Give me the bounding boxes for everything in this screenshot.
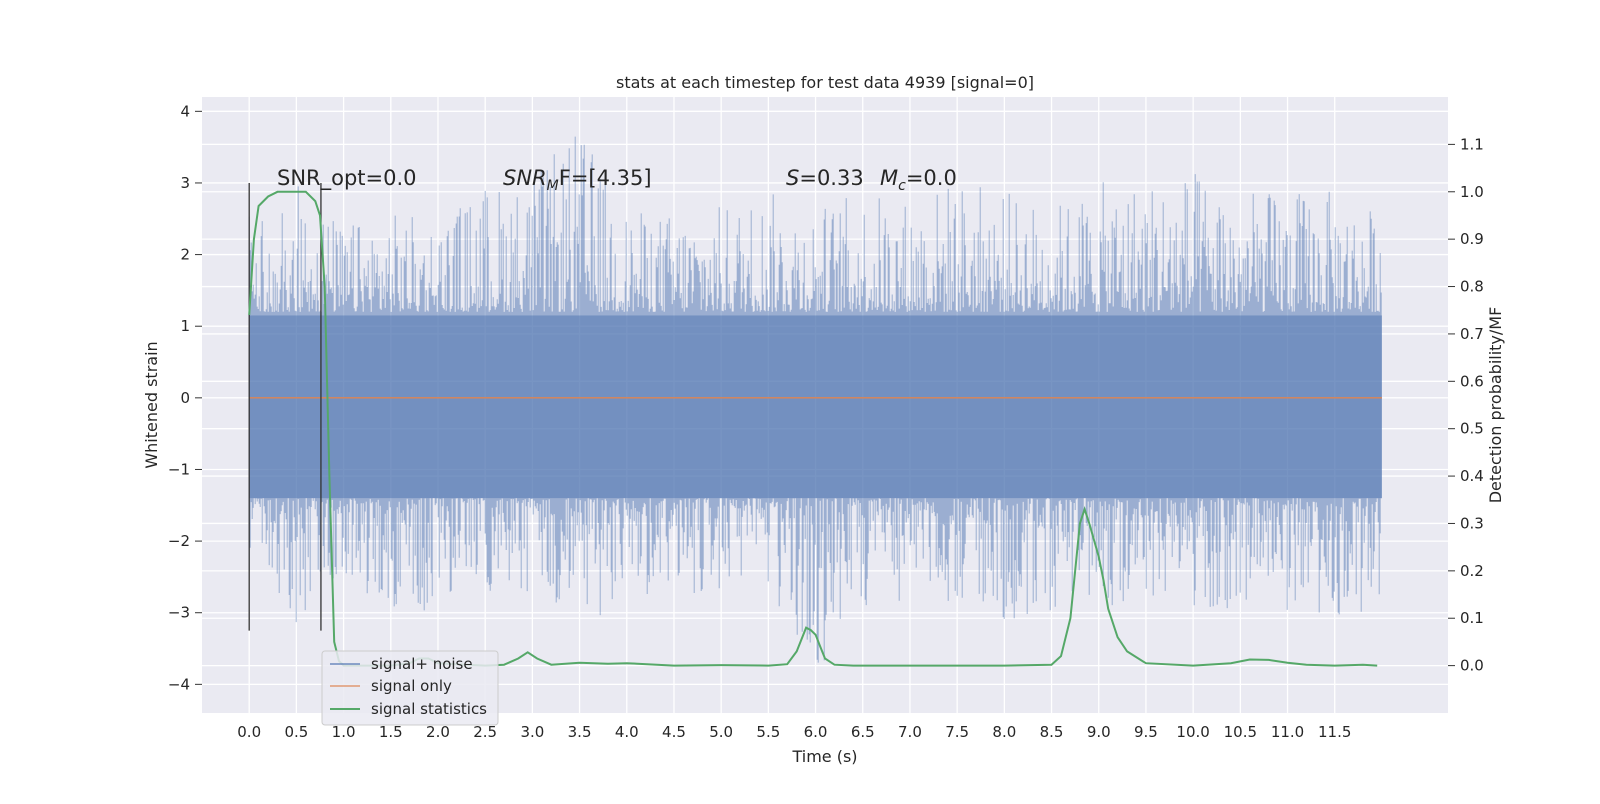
s-value: =0.33 — [799, 166, 863, 190]
y2-tick-label: 0.3 — [1460, 514, 1484, 532]
legend-label-stats: signal statistics — [371, 700, 487, 718]
x-tick-label: 7.5 — [945, 723, 969, 741]
x-tick-label: 0.0 — [237, 723, 261, 741]
x-tick-label: 1.5 — [379, 723, 403, 741]
x-tick-label: 11.0 — [1271, 723, 1304, 741]
snr-mf-subscript: M — [547, 178, 559, 194]
x-tick-label: 9.5 — [1134, 723, 1158, 741]
chart-legend: signal+ noise signal only signal statist… — [321, 650, 499, 726]
y-axis-ticks: −4 −3 −2 −1 0 1 2 3 4 — [168, 102, 202, 693]
x-tick-label: 8.5 — [1040, 723, 1064, 741]
y-tick-label: −4 — [168, 675, 190, 693]
x-tick-label: 6.0 — [804, 723, 828, 741]
y2-tick-label: 1.0 — [1460, 183, 1484, 201]
legend-label-signal: signal only — [371, 677, 452, 695]
snr-opt-annotation: SNR_opt=0.0 — [277, 166, 417, 191]
mc-annotation: Mc=0.0 — [880, 166, 957, 194]
snr-mf-annotation: SNRMF=[4.35] — [503, 166, 652, 194]
chart-title: stats at each timestep for test data 493… — [616, 73, 1034, 92]
y2-axis-ticks: 0.0 0.1 0.2 0.3 0.4 0.5 0.6 0.7 0.8 0.9 1.0 1.1 — [1448, 135, 1484, 675]
x-tick-label: 2.5 — [473, 723, 497, 741]
y2-tick-label: 0.1 — [1460, 609, 1484, 627]
x-tick-label: 10.5 — [1224, 723, 1257, 741]
y-tick-label: −2 — [168, 532, 190, 550]
x-axis-label: Time (s) — [791, 747, 857, 766]
x-tick-label: 6.5 — [851, 723, 875, 741]
y2-tick-label: 0.8 — [1460, 278, 1484, 296]
y-tick-label: 4 — [180, 102, 190, 120]
snr-mf-prefix: SNR — [503, 166, 547, 190]
x-tick-label: 3.5 — [568, 723, 592, 741]
s-annotation: S=0.33 — [786, 166, 864, 190]
x-tick-label: 4.0 — [615, 723, 639, 741]
x-tick-label: 5.0 — [709, 723, 733, 741]
y-tick-label: 3 — [180, 174, 190, 192]
x-tick-label: 1.0 — [332, 723, 356, 741]
legend-label-noise: signal+ noise — [371, 655, 473, 673]
x-tick-label: 9.0 — [1087, 723, 1111, 741]
y-tick-label: −3 — [168, 604, 190, 622]
y-tick-label: 2 — [180, 246, 190, 264]
y2-tick-label: 0.9 — [1460, 230, 1484, 248]
mc-value: =0.0 — [906, 166, 957, 190]
y2-tick-label: 0.5 — [1460, 420, 1484, 438]
stats-line — [248, 190, 1378, 667]
x-tick-label: 0.5 — [284, 723, 308, 741]
x-tick-label: 7.0 — [898, 723, 922, 741]
mc-subscript: c — [898, 178, 906, 194]
y-tick-label: −1 — [168, 460, 190, 478]
mc-symbol: M — [880, 166, 898, 190]
y-tick-label: 1 — [180, 317, 190, 335]
x-tick-label: 4.5 — [662, 723, 686, 741]
x-tick-label: 10.0 — [1176, 723, 1209, 741]
marker-lines — [248, 182, 322, 631]
x-tick-label: 8.0 — [992, 723, 1016, 741]
y-tick-label: 0 — [180, 389, 190, 407]
x-axis-ticks: 0.0 0.5 1.0 1.5 2.0 2.5 3.0 3.5 4.0 4.5 5.0 5.5 6.0 6… — [237, 723, 1351, 741]
y2-tick-label: 0.6 — [1460, 372, 1484, 390]
x-tick-label: 3.0 — [520, 723, 544, 741]
y2-tick-label: 0.7 — [1460, 325, 1484, 343]
x-tick-label: 11.5 — [1318, 723, 1351, 741]
snr-mf-suffix: F=[4.35] — [559, 166, 652, 190]
x-tick-label: 2.0 — [426, 723, 450, 741]
y2-axis-label: Detection probability/MF — [1486, 307, 1505, 504]
legend-box — [321, 650, 499, 726]
y2-tick-label: 0.2 — [1460, 562, 1484, 580]
stats-series — [248, 190, 1378, 667]
y2-tick-label: 0.4 — [1460, 467, 1484, 485]
x-tick-label: 5.5 — [756, 723, 780, 741]
y-axis-label: Whitened strain — [142, 341, 161, 468]
y2-tick-label: 1.1 — [1460, 135, 1484, 153]
s-symbol: S — [786, 166, 799, 190]
y2-tick-label: 0.0 — [1460, 657, 1484, 675]
noise-series — [248, 136, 1382, 663]
